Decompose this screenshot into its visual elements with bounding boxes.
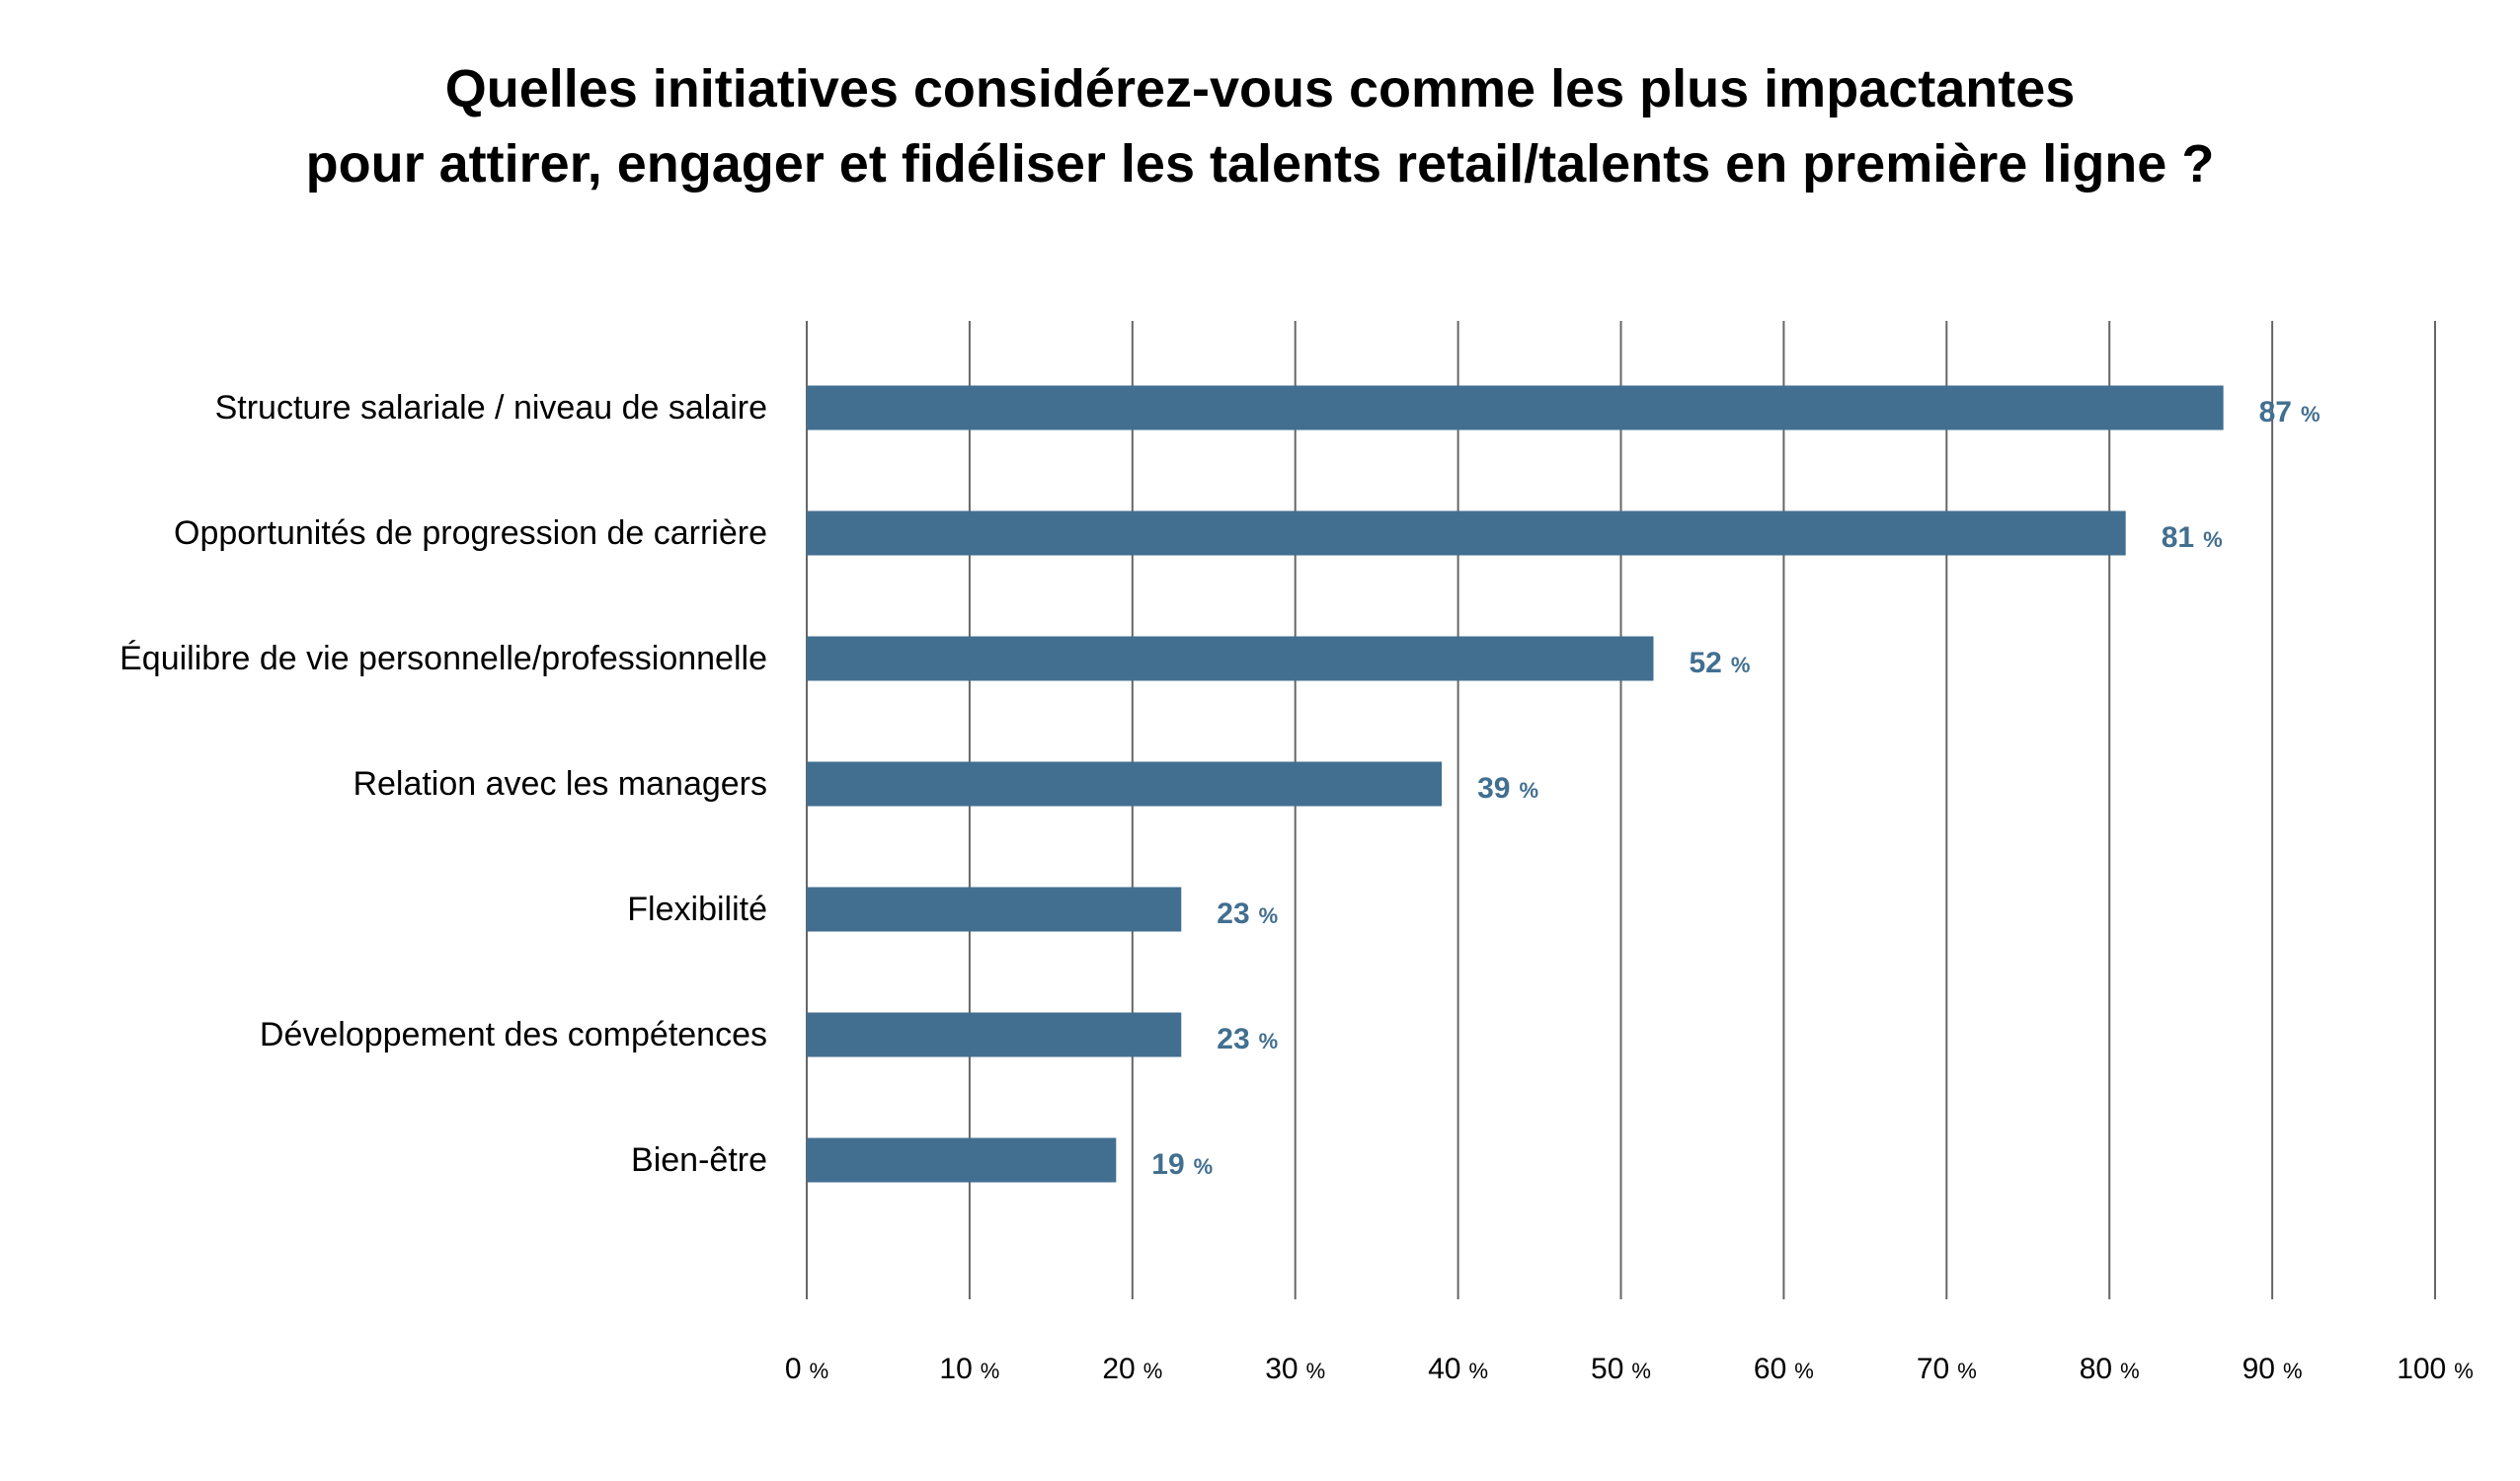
value-label-2: 81% bbox=[2162, 521, 2223, 554]
bar-3 bbox=[807, 636, 1654, 681]
category-label-5: Flexibilité bbox=[627, 891, 767, 928]
category-label-1: Structure salariale / niveau de salaire bbox=[215, 389, 767, 427]
x-tick-label-60: 60% bbox=[1754, 1353, 1814, 1385]
chart-title-line-1: Quelles initiatives considérez-vous comm… bbox=[444, 59, 2076, 118]
value-label-7: 19% bbox=[1151, 1148, 1213, 1181]
x-tick-label-10: 10% bbox=[939, 1353, 999, 1385]
value-label-4: 39% bbox=[1477, 772, 1538, 805]
x-axis-tick-labels: 0% 10% 20% 30% 40% 50% 60% 70% 80% 90% 100% bbox=[785, 1353, 2474, 1385]
value-label-3: 52% bbox=[1689, 647, 1750, 679]
x-tick-label-30: 30% bbox=[1265, 1353, 1325, 1385]
chart-title-line-2: pour attirer, engager et fidéliser les t… bbox=[305, 134, 2215, 194]
x-tick-label-40: 40% bbox=[1428, 1353, 1488, 1385]
gridlines bbox=[806, 321, 2436, 1299]
bar-4 bbox=[807, 761, 1443, 807]
category-label-6: Développement des compétences bbox=[260, 1016, 767, 1053]
category-label-2: Opportunités de progression de carrière bbox=[174, 514, 767, 552]
x-tick-label-20: 20% bbox=[1102, 1353, 1162, 1385]
bars bbox=[807, 385, 2224, 1183]
x-tick-label-0: 0% bbox=[785, 1353, 828, 1385]
x-tick-label-90: 90% bbox=[2243, 1353, 2303, 1385]
chart-title: Quelles initiatives considérez-vous comm… bbox=[0, 51, 2520, 201]
bar-5 bbox=[807, 887, 1182, 932]
bar-6 bbox=[807, 1012, 1182, 1057]
value-label-5: 23% bbox=[1217, 897, 1278, 930]
category-label-4: Relation avec les managers bbox=[353, 765, 767, 803]
bar-7 bbox=[807, 1137, 1117, 1183]
x-tick-label-100: 100% bbox=[2397, 1353, 2474, 1385]
bar-2 bbox=[807, 510, 2126, 556]
category-label-3: Équilibre de vie personnelle/professionn… bbox=[119, 640, 767, 677]
value-label-6: 23% bbox=[1217, 1023, 1278, 1055]
bar-1 bbox=[807, 385, 2224, 430]
value-labels: 87 % 81 % 52 % 39 % 23 % 23 % 19% bbox=[1151, 396, 2320, 1181]
category-label-7: Bien-être bbox=[631, 1141, 767, 1179]
x-tick-label-50: 50% bbox=[1591, 1353, 1651, 1385]
value-label-1: 87% bbox=[2259, 396, 2321, 429]
x-tick-label-70: 70% bbox=[1917, 1353, 1977, 1385]
x-tick-label-80: 80% bbox=[2080, 1353, 2140, 1385]
category-labels: Structure salariale / niveau de salaire O… bbox=[119, 389, 767, 1179]
